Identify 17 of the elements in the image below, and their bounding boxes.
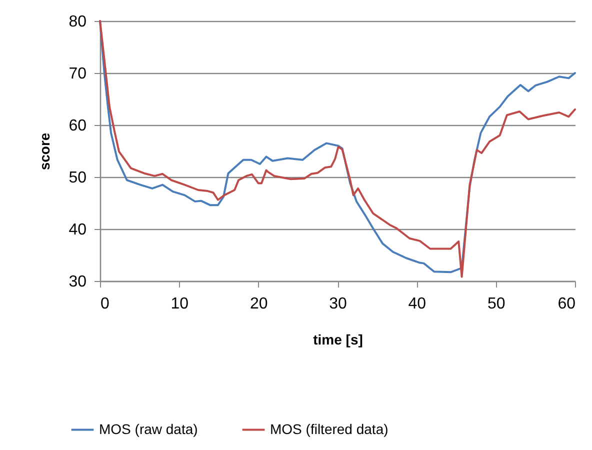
x-tick-label: 10 xyxy=(170,296,189,312)
y-axis-title: score xyxy=(36,132,53,170)
y-tick-label: 50 xyxy=(68,170,87,186)
y-tick-label: 60 xyxy=(68,118,87,134)
x-tick-label: 20 xyxy=(250,296,268,312)
legend-label: MOS (raw data) xyxy=(99,420,198,437)
x-tick-label: 30 xyxy=(329,296,347,312)
y-tick-label: 80 xyxy=(68,14,87,30)
x-tick-label: 40 xyxy=(408,296,426,312)
x-tick-label: 0 xyxy=(100,296,110,312)
y-tick-label: 30 xyxy=(68,274,87,290)
x-tick-label: 50 xyxy=(487,296,506,312)
y-tick-label: 40 xyxy=(68,222,87,238)
x-axis-title: time [s] xyxy=(313,332,363,348)
legend-label: MOS (filtered data) xyxy=(270,420,388,437)
y-tick-label: 70 xyxy=(68,66,87,82)
x-tick-label: 60 xyxy=(558,296,576,312)
